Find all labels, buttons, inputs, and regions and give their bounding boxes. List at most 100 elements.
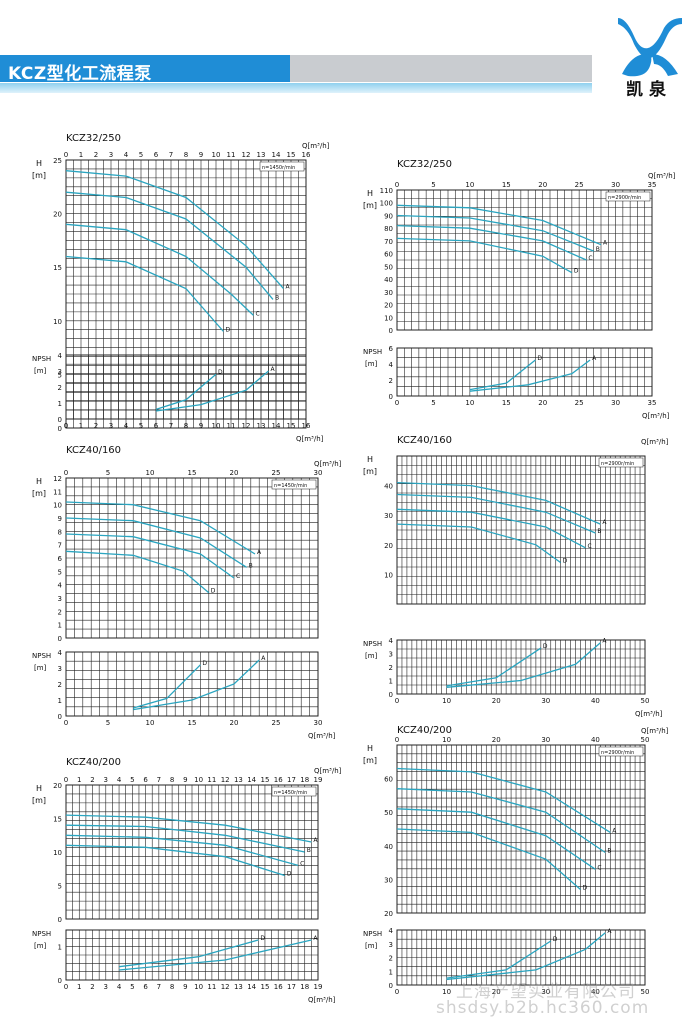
chart-3-head-panel: 10 20 30 40 AB C D	[384, 455, 646, 605]
chart-3-speed-box	[598, 457, 644, 468]
chart-4-xtick-bottom: 5	[130, 983, 134, 991]
chart-5-npsh-frame	[396, 929, 646, 986]
chart-1-xtick-top: 10	[465, 181, 474, 189]
chart-0-xtick-top: 13	[257, 151, 266, 159]
chart-4-xtick-bottom: 8	[170, 983, 174, 991]
chart-0-xtick-bottom: 5	[139, 422, 143, 430]
chart-1-xtick-top: 35	[648, 181, 657, 189]
chart-1-npsh-ytick: 4	[389, 361, 394, 369]
chart-3-npsh-panel: 0 1 2 3 4 D A	[389, 637, 646, 699]
chart-5-head-curve-label: B	[607, 848, 611, 855]
chart-4-xtick-bottom: 7	[157, 983, 161, 991]
chart-4-ylabel-unit: [m]	[32, 796, 46, 805]
chart-4-head-curve-label: A	[313, 837, 318, 844]
chart-4-xtick-bottom: 11	[207, 983, 216, 991]
watermark-url: shsdsy.b2b.hc360.com	[436, 998, 650, 1018]
chart-5-xtick-top: 30	[541, 736, 550, 744]
chart-0-head-curve-C	[65, 223, 254, 316]
chart-2-npsh-curve-D	[133, 664, 201, 709]
chart-3-npsh-frame	[396, 639, 646, 695]
chart-5-xtick-bottom: 30	[541, 988, 550, 996]
chart-5-npsh-panel: 0 1 2 3 4 D A	[389, 927, 646, 990]
chart-2-xtick-top: 0	[64, 469, 68, 477]
chart-2-head-ytick: 4	[58, 582, 63, 590]
chart-4-npsh-curve-label: D	[260, 935, 265, 942]
banner-blue-band: KCZ型化工流程泵	[0, 55, 290, 84]
chart-1-head-curve-C	[396, 224, 587, 261]
chart-3-title: KCZ40/160	[397, 435, 452, 446]
chart-1-head-ytick: 100	[380, 200, 393, 208]
chart-4-xtick-bottom: 16	[274, 983, 283, 991]
chart-4-npsh-curve-A	[119, 939, 312, 971]
chart-1-head-ytick: 40	[384, 276, 393, 284]
chart-0-xtick-bottom: 13	[257, 422, 266, 430]
chart-0-xtick-top: 14	[272, 151, 281, 159]
chart-4-xtick-top: 19	[314, 776, 323, 784]
chart-4-xtick-top: 7	[157, 776, 161, 784]
chart-3-npsh-unit: [m]	[365, 652, 378, 660]
chart-1-npsh-ytick: 6	[389, 345, 394, 353]
chart-5-title: KCZ40/200	[397, 725, 452, 736]
chart-1-xtick-bottom: 10	[465, 399, 474, 407]
chart-1-xtick-bottom: 30	[611, 399, 620, 407]
chart-2-npsh-curve-label: A	[261, 655, 266, 662]
chart-1-title: KCZ32/250	[397, 159, 452, 170]
chart-5-xtick-top: 10	[442, 736, 451, 744]
chart-1-speed-box	[605, 191, 651, 202]
chart-1-head-ytick: 70	[384, 238, 393, 246]
chart-1-head-panel: 0 10 20 30 40 50 60 70 80 90 100 110 ABC D	[380, 187, 653, 335]
chart-3-xlabel-top: Q[m³/h]	[641, 438, 669, 446]
chart-2-ylabel-unit: [m]	[32, 489, 46, 498]
chart-2-xlabel-bottom: Q[m³/h]	[308, 732, 336, 740]
chart-4-xtick-bottom: 9	[183, 983, 187, 991]
chart-4-xtick-top: 0	[64, 776, 68, 784]
chart-0-xtick-bottom: 15	[287, 422, 296, 430]
chart-5-xtick-top: 20	[492, 736, 501, 744]
chart-1-xtick-top: 0	[395, 181, 399, 189]
chart-2-speed-box	[271, 479, 317, 490]
chart-4-head-curve-A	[65, 814, 312, 843]
chart-1-head-ytick: 30	[384, 289, 393, 297]
chart-3-head-curve-label: B	[597, 528, 601, 535]
chart-3-head-curve-A	[396, 481, 601, 525]
chart-4-xtick-top: 11	[207, 776, 216, 784]
chart-2-npsh-curve-A	[133, 659, 260, 711]
chart-2-head-ytick: 11	[53, 488, 62, 496]
chart-5-xtick-bottom: 20	[492, 988, 501, 996]
chart-0-npsh-frame	[65, 354, 307, 420]
chart-5-head-panel: 20 30 40 50 60 A B C D	[384, 744, 646, 918]
chart-2-xlabel-top: Q[m³/h]	[314, 460, 342, 468]
chart-2-head-ytick: 1	[58, 622, 62, 630]
chart-5-head-curve-D	[396, 828, 581, 890]
chart-0-npsh-ytick: 0	[58, 416, 62, 424]
chart-2-xtick-top: 15	[188, 469, 197, 477]
chart-3-head-ytick: 30	[384, 512, 393, 520]
chart-1-xtick-bottom: 0	[395, 399, 399, 407]
chart-2-npsh-ytick: 1	[58, 697, 62, 705]
chart-1-head-curve-B	[396, 214, 594, 252]
chart-4-head-curve-label: C	[300, 860, 304, 867]
chart-1-npsh-curve-A	[469, 359, 591, 392]
chart-1-xtick-bottom: 20	[538, 399, 547, 407]
chart-2-npsh-curve-label: D	[202, 660, 207, 667]
chart-0-xtick-bottom: 1	[79, 422, 83, 430]
chart-0-npsh-unit: [m]	[34, 367, 47, 375]
chart-4-head-ytick: 20	[53, 782, 62, 790]
chart-5-xtick-bottom: 10	[442, 988, 451, 996]
chart-4-npsh-curve-label: A	[313, 935, 318, 942]
chart-2-npsh-label: NPSH	[32, 652, 51, 660]
chart-1-head-curve-A	[396, 204, 602, 246]
chart-5-xtick-bottom: 0	[395, 988, 399, 996]
chart-4-head-ytick: 0	[58, 916, 62, 924]
chart-3-xlabel-bottom: Q[m³/h]	[635, 710, 663, 718]
chart-1-npsh-curve-label: D	[537, 355, 542, 362]
chart-4-xtick-top: 12	[221, 776, 230, 784]
chart-4-npsh-panel: 0 1 D A	[58, 929, 319, 985]
chart-5-npsh-unit: [m]	[365, 942, 378, 950]
chart-5-head-ytick: 40	[384, 843, 393, 851]
chart-5-npsh-curve-A	[446, 932, 606, 981]
chart-5-head-curve-A	[396, 767, 611, 833]
chart-0-head-curve-B	[65, 191, 274, 300]
chart-0-npsh-ytick: 2	[58, 384, 62, 392]
chart-4-xtick-bottom: 2	[90, 983, 94, 991]
